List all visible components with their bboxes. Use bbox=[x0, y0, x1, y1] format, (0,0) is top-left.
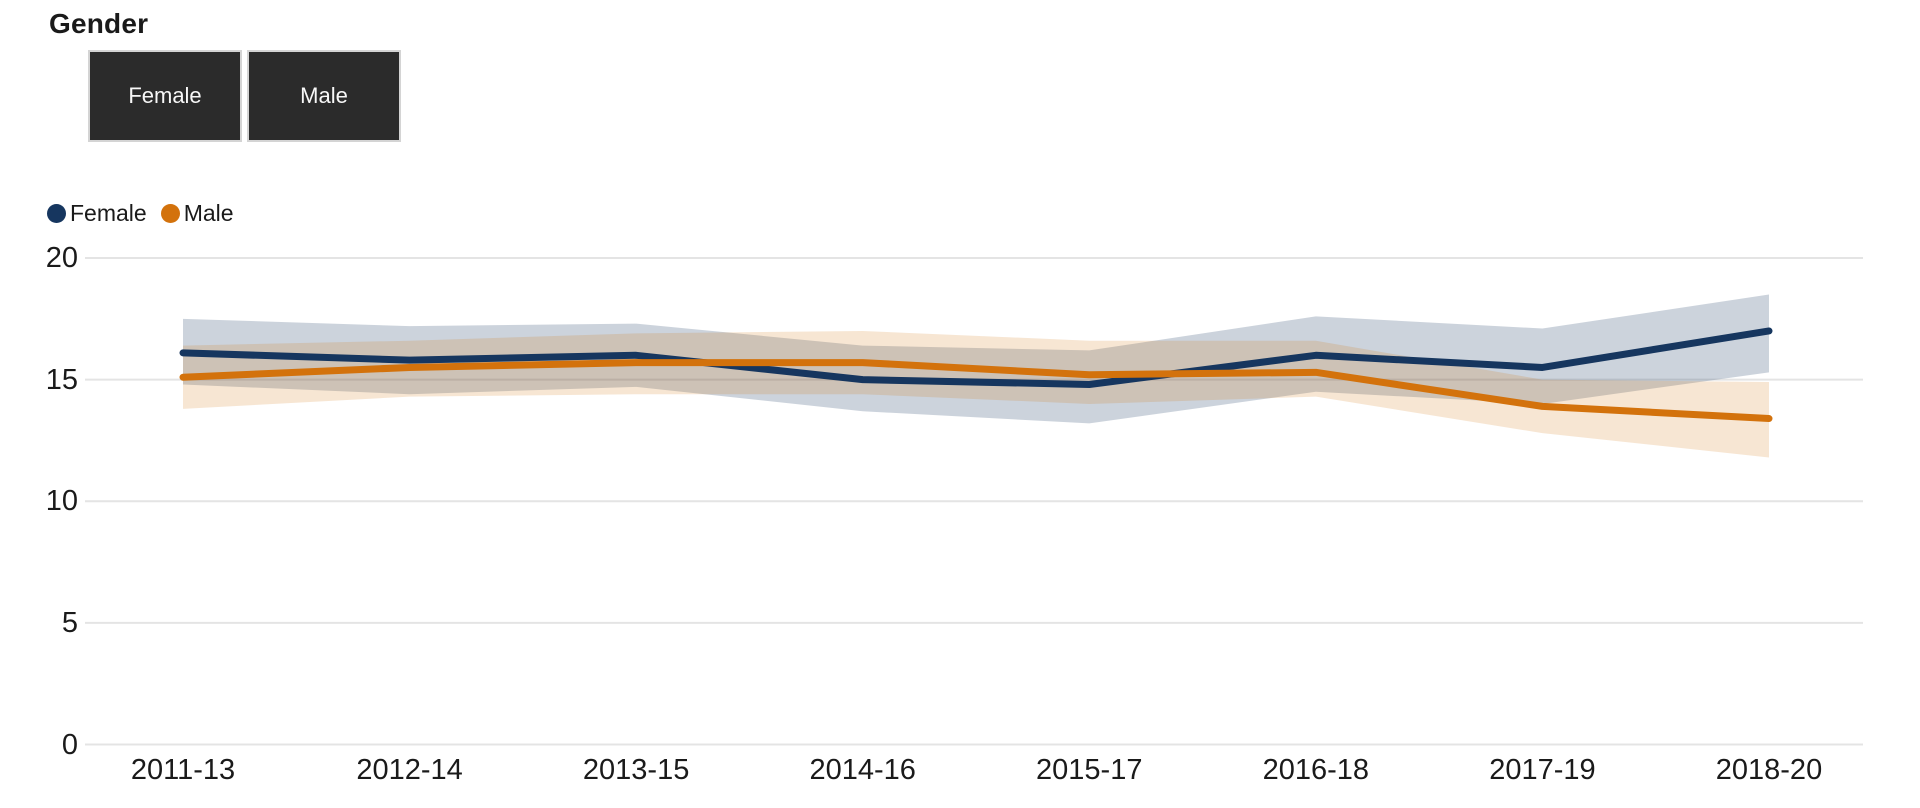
male-filter-button[interactable]: Male bbox=[247, 50, 401, 142]
legend-label-male: Male bbox=[183, 200, 234, 226]
legend-item-female: Female bbox=[47, 200, 147, 227]
y-tick-label-15: 15 bbox=[45, 363, 78, 396]
gender-filter-buttons: Female Male bbox=[88, 50, 401, 142]
x-tick-label-2017-19: 2017-19 bbox=[1489, 754, 1596, 786]
x-tick-label-2016-18: 2016-18 bbox=[1262, 754, 1370, 786]
x-tick-label-2018-20: 2018-20 bbox=[1715, 754, 1823, 786]
page-title: Gender bbox=[49, 8, 149, 39]
series-line-male bbox=[179, 359, 1773, 423]
x-tick-label-2011-13: 2011-13 bbox=[130, 754, 236, 786]
legend-label-female: Female bbox=[70, 200, 147, 226]
chart-legend: Female Male bbox=[47, 200, 234, 227]
x-tick-label-2014-16: 2014-16 bbox=[809, 754, 916, 786]
legend-item-male: Male bbox=[160, 200, 234, 227]
y-tick-label-5: 5 bbox=[61, 606, 78, 639]
x-tick-label-2012-14: 2012-14 bbox=[356, 754, 463, 786]
series-line-female bbox=[179, 327, 1773, 388]
y-tick-label-20: 20 bbox=[45, 242, 78, 274]
x-tick-label-2013-15: 2013-15 bbox=[582, 754, 690, 786]
male-series-dot-icon bbox=[160, 204, 180, 223]
x-tick-label-2015-17: 2015-17 bbox=[1036, 754, 1143, 786]
y-tick-label-10: 10 bbox=[45, 485, 78, 518]
confidence-band-female bbox=[183, 294, 1769, 424]
female-filter-button[interactable]: Female bbox=[88, 50, 242, 142]
female-series-dot-icon bbox=[47, 204, 66, 223]
y-tick-label-0: 0 bbox=[61, 728, 78, 761]
